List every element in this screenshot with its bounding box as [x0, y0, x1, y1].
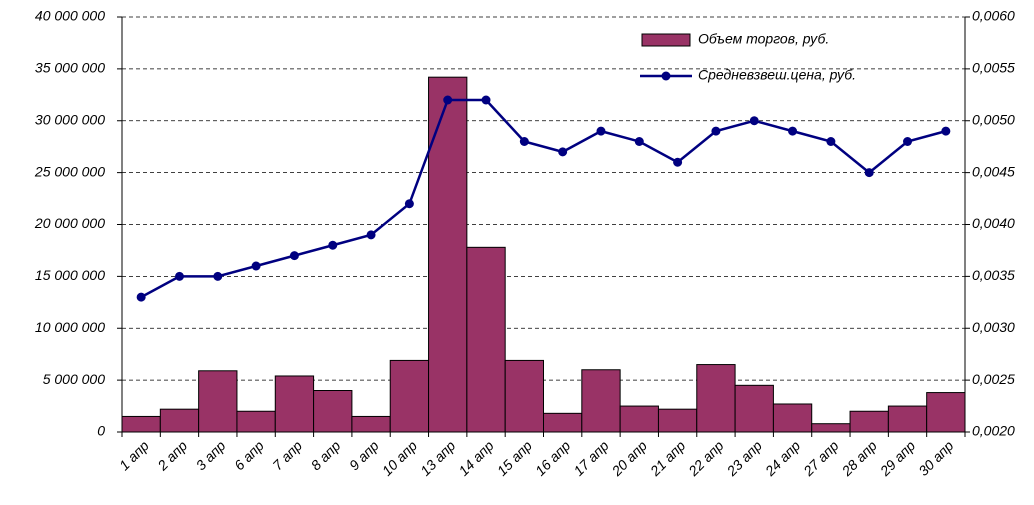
- x-tick-label: 3 апр: [193, 437, 229, 473]
- bar: [504, 359, 545, 433]
- bar: [543, 412, 583, 433]
- x-tick-label: 13 апр: [417, 437, 459, 479]
- y2-tick-label: 0,0025: [972, 371, 1015, 387]
- x-tick-label: 7 апр: [269, 437, 305, 473]
- bar: [619, 405, 659, 433]
- legend-swatch: [641, 33, 691, 47]
- x-tick-label: 6 апр: [231, 437, 267, 473]
- bar: [236, 410, 276, 433]
- x-tick-label: 23 апр: [723, 437, 765, 479]
- bar: [849, 410, 889, 433]
- marker: [788, 126, 798, 136]
- marker: [596, 126, 606, 136]
- bar: [657, 408, 698, 433]
- x-tick-label: 29 апр: [876, 437, 918, 479]
- x-tick-label: 22 апр: [685, 437, 727, 479]
- bar: [351, 415, 391, 433]
- marker: [404, 199, 414, 209]
- x-tick-label: 16 апр: [532, 437, 574, 479]
- bar: [466, 246, 506, 433]
- y2-tick-label: 0,0035: [972, 267, 1015, 283]
- marker: [174, 271, 184, 281]
- marker: [136, 292, 146, 302]
- y-tick-label: 25 000 000: [34, 163, 105, 179]
- marker: [519, 137, 529, 146]
- marker: [558, 147, 568, 157]
- bar: [198, 370, 238, 433]
- x-tick-label: 14 апр: [455, 437, 497, 479]
- marker: [443, 95, 453, 105]
- marker: [864, 168, 874, 178]
- x-tick-label: 9 апр: [346, 437, 382, 473]
- marker: [826, 137, 836, 146]
- marker: [634, 137, 644, 146]
- marker: [941, 126, 951, 136]
- bar: [926, 392, 966, 433]
- x-tick-label: 20 апр: [608, 437, 650, 479]
- bar: [428, 76, 468, 433]
- marker: [328, 240, 338, 250]
- marker: [251, 261, 261, 271]
- bar: [159, 408, 200, 433]
- bar: [887, 405, 928, 433]
- x-tick-label: 24 апр: [761, 437, 803, 479]
- y-tick-label: 10 000 000: [35, 319, 105, 335]
- y2-tick-label: 0,0040: [972, 215, 1015, 231]
- y-tick-label: 15 000 000: [35, 267, 105, 283]
- y2-tick-label: 0,0020: [972, 423, 1015, 439]
- marker: [366, 230, 376, 240]
- bar: [274, 375, 315, 433]
- marker: [749, 116, 759, 126]
- bar: [772, 403, 813, 433]
- x-tick-label: 2 апр: [154, 437, 191, 474]
- y2-tick-label: 0,0050: [972, 111, 1015, 127]
- bar: [734, 384, 774, 433]
- bar: [389, 359, 430, 433]
- marker: [481, 95, 491, 105]
- legend-label: Объем торгов, руб.: [698, 31, 829, 47]
- legend-label: Средневзвеш.цена, руб.: [698, 67, 856, 83]
- x-tick-label: 17 апр: [570, 437, 612, 479]
- y-tick-label: 20 000 000: [34, 215, 105, 231]
- marker: [673, 157, 683, 167]
- y-tick-label: 35 000 000: [35, 60, 105, 76]
- y2-tick-label: 0,0060: [972, 8, 1015, 24]
- bar: [811, 423, 851, 433]
- bar: [696, 364, 736, 433]
- y-tick-label: 5 000 000: [43, 371, 105, 387]
- marker: [903, 137, 913, 146]
- bar: [313, 390, 353, 433]
- y-tick-label: 40 000 000: [35, 8, 105, 24]
- marker: [711, 126, 721, 136]
- y2-tick-label: 0,0030: [972, 319, 1015, 335]
- x-tick-label: 10 апр: [379, 437, 421, 479]
- x-tick-label: 28 апр: [838, 437, 880, 479]
- y2-tick-label: 0,0055: [972, 60, 1015, 76]
- x-tick-label: 21 апр: [646, 437, 688, 479]
- bar: [121, 415, 161, 433]
- x-tick-label: 27 апр: [799, 437, 841, 479]
- x-tick-label: 1 апр: [116, 437, 152, 473]
- legend-marker: [661, 71, 671, 81]
- bar: [581, 369, 621, 433]
- x-tick-label: 30 апр: [915, 437, 957, 479]
- x-tick-label: 15 апр: [494, 437, 536, 479]
- y2-tick-label: 0,0045: [972, 163, 1015, 179]
- marker: [213, 271, 223, 281]
- line: [140, 98, 947, 299]
- y-tick-label: 0: [97, 423, 105, 439]
- marker: [289, 251, 299, 261]
- x-tick-label: 8 апр: [308, 437, 344, 473]
- y-tick-label: 30 000 000: [35, 111, 105, 127]
